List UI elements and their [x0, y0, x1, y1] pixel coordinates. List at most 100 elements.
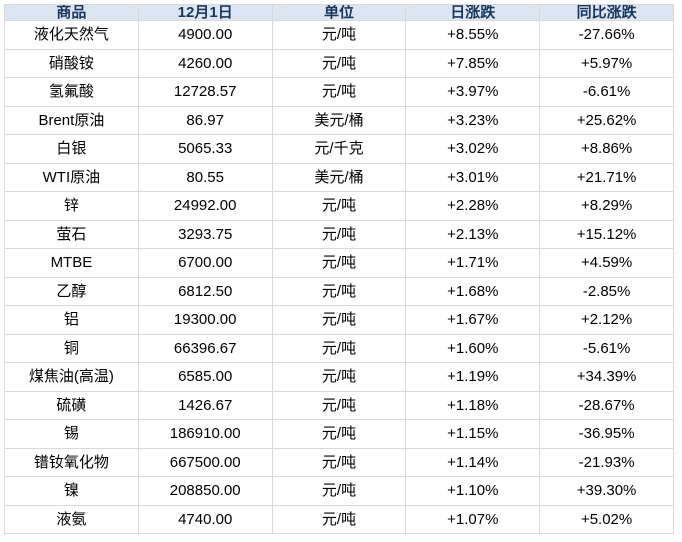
daily-change-cell: +1.19% [405, 362, 541, 392]
unit-cell: 美元/桶 [271, 162, 407, 192]
daily-change-cell: +1.71% [405, 248, 541, 278]
unit-cell: 元/吨 [271, 476, 407, 506]
unit-cell: 元/吨 [271, 276, 407, 306]
price-cell: 4740.00 [137, 504, 273, 534]
unit-cell: 元/吨 [271, 191, 407, 221]
table-row: 液化天然气 4900.00 元/吨 +8.55% -27.66% [4, 20, 674, 50]
unit-cell: 美元/桶 [271, 105, 407, 135]
table-row: Brent原油 86.97 美元/桶 +3.23% +25.62% [4, 105, 674, 135]
yoy-change-cell: -2.85% [539, 276, 674, 306]
yoy-change-cell: +5.02% [539, 504, 674, 534]
commodity-cell: 镍 [4, 476, 139, 506]
table-row: 氢氟酸 12728.57 元/吨 +3.97% -6.61% [4, 77, 674, 107]
commodity-price-table: 商品 12月1日 单位 日涨跌 同比涨跌 液化天然气 4900.00 元/吨 +8.55% -2… [4, 4, 674, 534]
yoy-change-cell: -21.93% [539, 447, 674, 477]
table-row: 镨钕氧化物 667500.00 元/吨 +1.14% -21.93% [4, 447, 674, 477]
yoy-change-cell: +21.71% [539, 162, 674, 192]
table-row: WTI原油 80.55 美元/桶 +3.01% +21.71% [4, 162, 674, 192]
commodity-cell: 乙醇 [4, 276, 139, 306]
commodity-cell: 硫磺 [4, 390, 139, 420]
daily-change-cell: +3.23% [405, 105, 541, 135]
commodity-cell: 煤焦油(高温) [4, 362, 139, 392]
price-cell: 1426.67 [137, 390, 273, 420]
unit-cell: 元/吨 [271, 77, 407, 107]
commodity-cell: MTBE [4, 248, 139, 278]
price-cell: 80.55 [137, 162, 273, 192]
unit-cell: 元/吨 [271, 447, 407, 477]
yoy-change-cell: +5.97% [539, 48, 674, 78]
daily-change-cell: +3.97% [405, 77, 541, 107]
table-row: 硝酸铵 4260.00 元/吨 +7.85% +5.97% [4, 48, 674, 78]
column-header-unit: 单位 [271, 4, 407, 21]
price-cell: 6812.50 [137, 276, 273, 306]
commodity-cell: WTI原油 [4, 162, 139, 192]
table-row: 白银 5065.33 元/千克 +3.02% +8.86% [4, 134, 674, 164]
unit-cell: 元/吨 [271, 248, 407, 278]
commodity-cell: 液氨 [4, 504, 139, 534]
daily-change-cell: +2.13% [405, 219, 541, 249]
daily-change-cell: +1.07% [405, 504, 541, 534]
unit-cell: 元/吨 [271, 362, 407, 392]
daily-change-cell: +1.68% [405, 276, 541, 306]
table-row: 煤焦油(高温) 6585.00 元/吨 +1.19% +34.39% [4, 362, 674, 392]
price-cell: 12728.57 [137, 77, 273, 107]
table-header: 商品 12月1日 单位 日涨跌 同比涨跌 [4, 4, 674, 21]
unit-cell: 元/吨 [271, 48, 407, 78]
daily-change-cell: +1.67% [405, 305, 541, 335]
price-cell: 186910.00 [137, 419, 273, 449]
table-header-row: 商品 12月1日 单位 日涨跌 同比涨跌 [4, 4, 674, 21]
unit-cell: 元/千克 [271, 134, 407, 164]
daily-change-cell: +1.14% [405, 447, 541, 477]
column-header-price: 12月1日 [137, 4, 273, 21]
price-cell: 6700.00 [137, 248, 273, 278]
price-cell: 208850.00 [137, 476, 273, 506]
yoy-change-cell: +15.12% [539, 219, 674, 249]
commodity-cell: 镨钕氧化物 [4, 447, 139, 477]
table-row: 硫磺 1426.67 元/吨 +1.18% -28.67% [4, 390, 674, 420]
table-row: MTBE 6700.00 元/吨 +1.71% +4.59% [4, 248, 674, 278]
unit-cell: 元/吨 [271, 419, 407, 449]
price-cell: 3293.75 [137, 219, 273, 249]
daily-change-cell: +8.55% [405, 20, 541, 50]
column-header-yoy-change: 同比涨跌 [539, 4, 674, 21]
unit-cell: 元/吨 [271, 305, 407, 335]
commodity-cell: 铜 [4, 333, 139, 363]
yoy-change-cell: +8.86% [539, 134, 674, 164]
daily-change-cell: +1.15% [405, 419, 541, 449]
table-row: 锌 24992.00 元/吨 +2.28% +8.29% [4, 191, 674, 221]
table-row: 镍 208850.00 元/吨 +1.10% +39.30% [4, 476, 674, 506]
price-cell: 86.97 [137, 105, 273, 135]
column-header-commodity: 商品 [4, 4, 139, 21]
price-cell: 4260.00 [137, 48, 273, 78]
price-cell: 66396.67 [137, 333, 273, 363]
price-cell: 24992.00 [137, 191, 273, 221]
unit-cell: 元/吨 [271, 390, 407, 420]
commodity-cell: 锡 [4, 419, 139, 449]
table-row: 铜 66396.67 元/吨 +1.60% -5.61% [4, 333, 674, 363]
daily-change-cell: +1.60% [405, 333, 541, 363]
commodity-cell: 铝 [4, 305, 139, 335]
daily-change-cell: +1.18% [405, 390, 541, 420]
unit-cell: 元/吨 [271, 504, 407, 534]
yoy-change-cell: +34.39% [539, 362, 674, 392]
unit-cell: 元/吨 [271, 20, 407, 50]
commodity-price-table-container: 商品 12月1日 单位 日涨跌 同比涨跌 液化天然气 4900.00 元/吨 +8.55% -2… [4, 4, 674, 534]
yoy-change-cell: -5.61% [539, 333, 674, 363]
daily-change-cell: +7.85% [405, 48, 541, 78]
commodity-cell: 氢氟酸 [4, 77, 139, 107]
column-header-daily-change: 日涨跌 [405, 4, 541, 21]
commodity-cell: 硝酸铵 [4, 48, 139, 78]
table-row: 乙醇 6812.50 元/吨 +1.68% -2.85% [4, 276, 674, 306]
yoy-change-cell: +39.30% [539, 476, 674, 506]
table-row: 萤石 3293.75 元/吨 +2.13% +15.12% [4, 219, 674, 249]
table-row: 锡 186910.00 元/吨 +1.15% -36.95% [4, 419, 674, 449]
yoy-change-cell: -28.67% [539, 390, 674, 420]
commodity-cell: 液化天然气 [4, 20, 139, 50]
yoy-change-cell: +4.59% [539, 248, 674, 278]
price-cell: 5065.33 [137, 134, 273, 164]
unit-cell: 元/吨 [271, 333, 407, 363]
daily-change-cell: +1.10% [405, 476, 541, 506]
price-cell: 19300.00 [137, 305, 273, 335]
price-cell: 6585.00 [137, 362, 273, 392]
commodity-cell: 锌 [4, 191, 139, 221]
